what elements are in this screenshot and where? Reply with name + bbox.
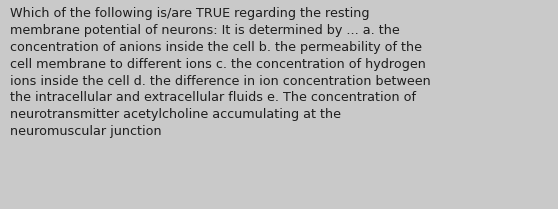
Text: Which of the following is/are TRUE regarding the resting
membrane potential of n: Which of the following is/are TRUE regar… bbox=[10, 7, 431, 138]
